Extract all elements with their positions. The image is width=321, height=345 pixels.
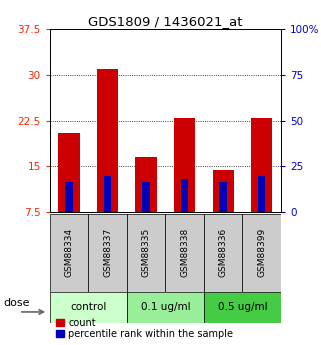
Bar: [88, 214, 127, 292]
Text: GSM88338: GSM88338: [180, 228, 189, 277]
Bar: [258, 176, 265, 212]
Title: GDS1809 / 1436021_at: GDS1809 / 1436021_at: [88, 15, 243, 28]
Bar: [50, 214, 88, 292]
Bar: [204, 214, 242, 292]
Bar: [213, 169, 234, 212]
Bar: [104, 176, 111, 212]
Bar: [50, 292, 127, 323]
Bar: [127, 214, 165, 292]
Bar: [242, 214, 281, 292]
Bar: [127, 292, 204, 323]
Text: 0.5 ug/ml: 0.5 ug/ml: [218, 303, 267, 312]
Text: GSM88336: GSM88336: [219, 228, 228, 277]
Bar: [181, 179, 188, 212]
Bar: [251, 118, 272, 212]
Bar: [174, 118, 195, 212]
Text: GSM88334: GSM88334: [65, 228, 74, 277]
Text: control: control: [70, 303, 107, 312]
Bar: [165, 214, 204, 292]
Bar: [58, 133, 80, 212]
Bar: [142, 182, 150, 212]
Text: dose: dose: [3, 298, 30, 308]
Bar: [97, 69, 118, 212]
Bar: [65, 182, 73, 212]
Bar: [219, 182, 227, 212]
Bar: [204, 292, 281, 323]
Legend: count, percentile rank within the sample: count, percentile rank within the sample: [55, 317, 234, 340]
Text: GSM88335: GSM88335: [142, 228, 151, 277]
Text: GSM88337: GSM88337: [103, 228, 112, 277]
Text: GSM88399: GSM88399: [257, 228, 266, 277]
Text: 0.1 ug/ml: 0.1 ug/ml: [141, 303, 190, 312]
Bar: [135, 157, 157, 212]
